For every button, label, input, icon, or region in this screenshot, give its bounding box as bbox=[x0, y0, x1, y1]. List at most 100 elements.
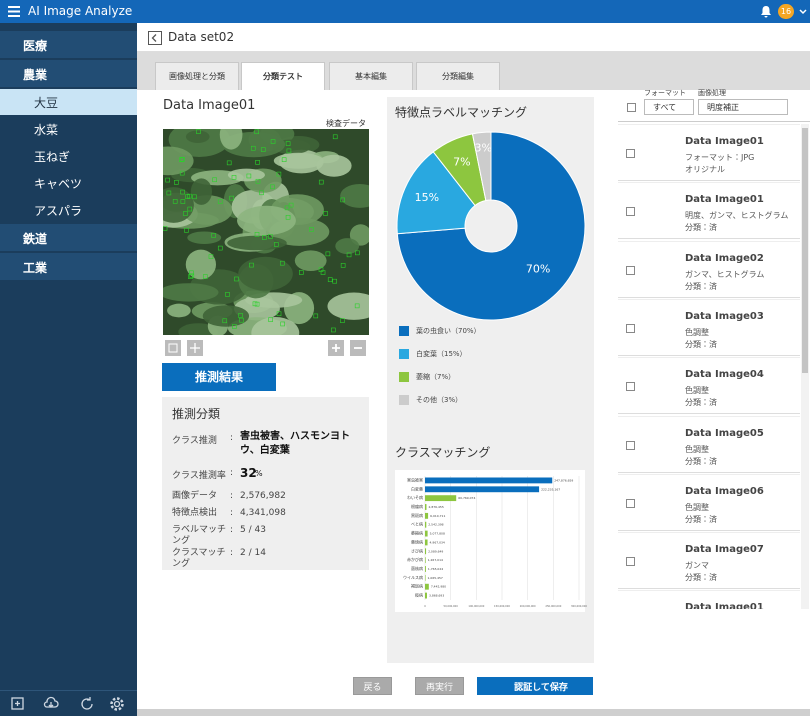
tab[interactable]: 画像処理と分類 bbox=[155, 62, 239, 90]
nav-item[interactable]: 水菜 bbox=[0, 116, 137, 142]
nav-item[interactable]: 玉ねぎ bbox=[0, 143, 137, 169]
pie-slice bbox=[396, 131, 586, 321]
action-button[interactable]: 再実行 bbox=[415, 677, 464, 695]
result-label: クラス推測 bbox=[172, 436, 217, 446]
list-item[interactable]: Data Image01 フォーマット：JPG オリジナル bbox=[618, 124, 800, 181]
bar-value-label: 7,442,980 bbox=[431, 585, 446, 589]
x-tick-label: 300,000,000 bbox=[571, 604, 587, 608]
feature-point bbox=[254, 232, 260, 237]
nav-item[interactable]: キャベツ bbox=[0, 170, 137, 196]
nav-group[interactable]: 工業 bbox=[0, 253, 137, 281]
list-item[interactable]: Data Image01 明度、ガンマ、ヒストグラム 分類：済 bbox=[618, 182, 800, 240]
feature-point bbox=[189, 270, 194, 276]
result-sep: : bbox=[230, 508, 234, 518]
leaf bbox=[167, 303, 191, 318]
checkbox[interactable] bbox=[626, 207, 635, 217]
select-all[interactable] bbox=[627, 103, 636, 112]
bar-value-label: 3,868,693 bbox=[429, 594, 444, 598]
back-button[interactable] bbox=[148, 31, 162, 45]
feature-point bbox=[238, 313, 243, 318]
y-tick-label: 赤かび病 bbox=[407, 556, 423, 562]
x-tick-label: 50,000,000 bbox=[444, 604, 459, 608]
list-item[interactable]: Data Image04 色調整 分類：済 bbox=[618, 357, 800, 415]
filter-select[interactable]: すべて bbox=[644, 99, 694, 115]
item-title: Data Image07 bbox=[685, 544, 764, 556]
feature-point bbox=[254, 301, 260, 307]
feature-point bbox=[270, 184, 275, 190]
feature-point bbox=[259, 190, 264, 196]
leaf bbox=[185, 130, 210, 143]
legend-label: 白変葉（15%） bbox=[416, 349, 467, 358]
menu-icon[interactable] bbox=[8, 6, 20, 17]
list-item[interactable]: Data Image06 色調整 分類：済 bbox=[618, 473, 800, 531]
tab[interactable]: 基本編集 bbox=[329, 62, 413, 90]
x-tick-label: 250,000,000 bbox=[545, 604, 561, 608]
x-tick-label: 0 bbox=[424, 604, 426, 608]
badge[interactable]: 16 bbox=[778, 4, 794, 19]
feature-point bbox=[172, 199, 178, 204]
bar bbox=[425, 583, 429, 590]
feature-point bbox=[262, 235, 267, 240]
item-status: 分類：済 bbox=[685, 339, 717, 349]
item-status: 分類：済 bbox=[685, 573, 717, 583]
checkbox[interactable] bbox=[626, 440, 635, 450]
nav-item[interactable]: 大豆 bbox=[0, 89, 137, 115]
y-tick-label: 害虫被害 bbox=[407, 476, 423, 482]
checkbox[interactable] bbox=[626, 382, 635, 392]
image-tools[interactable] bbox=[163, 339, 373, 357]
bar bbox=[425, 521, 427, 528]
feature-point bbox=[340, 318, 345, 323]
nav-group[interactable]: 鉄道 bbox=[0, 224, 137, 252]
bell-icon[interactable] bbox=[760, 5, 772, 18]
list-item[interactable]: Data Image03 色調整 分類：済 bbox=[618, 298, 800, 356]
feature-point bbox=[229, 195, 235, 201]
feature-point bbox=[281, 157, 287, 162]
toolbar-icons[interactable] bbox=[10, 696, 130, 712]
checkbox[interactable] bbox=[626, 498, 635, 508]
checkbox[interactable] bbox=[626, 323, 635, 333]
list-item[interactable]: Data Image05 色調整 分類：済 bbox=[618, 415, 800, 473]
y-tick-label: ウイルス病 bbox=[403, 574, 423, 580]
item-detail: フォーマット：JPG bbox=[685, 153, 755, 162]
y-tick-label: 褐斑病 bbox=[411, 583, 423, 589]
checkbox[interactable] bbox=[626, 149, 635, 158]
leaf bbox=[316, 154, 352, 177]
item-status: 分類：済 bbox=[685, 514, 717, 524]
tab[interactable]: 分類編集 bbox=[416, 62, 500, 90]
leaf bbox=[187, 231, 222, 244]
feature-point bbox=[189, 273, 195, 279]
nav-group[interactable]: 農業 bbox=[0, 60, 137, 88]
tab[interactable]: 分類テスト bbox=[241, 62, 325, 90]
list-item[interactable]: Data Image07 ガンマ 分類：済 bbox=[618, 532, 800, 590]
filter-select[interactable]: 明度補正 bbox=[698, 99, 788, 115]
caret[interactable] bbox=[799, 9, 807, 15]
list-item[interactable]: Data Image01 bbox=[618, 590, 800, 609]
scroll-thumb[interactable] bbox=[802, 128, 808, 373]
nav-item[interactable]: アスパラ bbox=[0, 197, 137, 223]
feature-point bbox=[165, 177, 170, 183]
list-item[interactable]: Data Image02 ガンマ、ヒストグラム 分類：済 bbox=[618, 240, 800, 298]
feature-point bbox=[268, 317, 273, 322]
leaf bbox=[163, 146, 194, 176]
action-button[interactable]: 戻る bbox=[353, 677, 392, 695]
checkbox[interactable] bbox=[626, 265, 635, 275]
checkbox[interactable] bbox=[626, 557, 635, 567]
item-title: Data Image01 bbox=[685, 194, 764, 206]
feature-point bbox=[163, 226, 168, 231]
bar-chart: クラスマッチング 0 50,000,000 100,000,000 150,000,00… bbox=[395, 446, 587, 612]
feature-point bbox=[286, 148, 292, 154]
infer-button[interactable]: 推測結果 bbox=[162, 363, 276, 391]
chart-title: 特徴点ラベルマッチング bbox=[395, 105, 527, 120]
scrollbar[interactable] bbox=[801, 124, 809, 609]
item-title: Data Image02 bbox=[685, 252, 764, 264]
nav-group[interactable]: 医療 bbox=[0, 31, 137, 59]
legend-label: 萎縮（7%） bbox=[416, 372, 455, 381]
leaf bbox=[219, 129, 243, 150]
bar-value-label: 222,235,167 bbox=[541, 487, 560, 491]
button-label: 認証して保存 bbox=[514, 683, 568, 693]
feature-point bbox=[179, 157, 184, 163]
bar-value-label: 1,065,457 bbox=[428, 576, 443, 580]
action-button[interactable]: 認証して保存 bbox=[477, 677, 593, 695]
feature-point bbox=[284, 205, 290, 211]
item-title: Data Image01 bbox=[685, 136, 764, 147]
